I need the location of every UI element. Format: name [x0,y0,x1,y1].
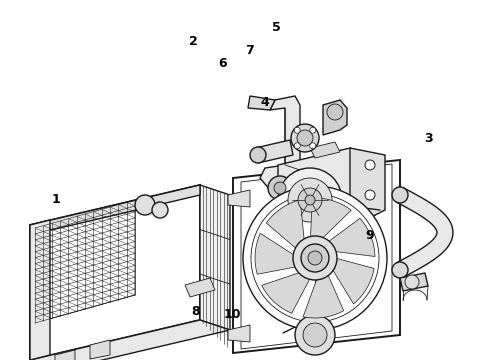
Text: 2: 2 [189,35,198,48]
Circle shape [152,202,168,218]
Polygon shape [260,96,310,195]
Polygon shape [55,350,75,360]
Circle shape [405,275,419,289]
Text: 6: 6 [219,57,227,69]
Polygon shape [327,218,375,257]
Circle shape [251,194,379,322]
Circle shape [327,104,343,120]
Circle shape [310,143,316,149]
Circle shape [135,195,155,215]
Polygon shape [90,340,110,359]
Polygon shape [30,185,200,235]
Polygon shape [350,148,385,228]
Text: 7: 7 [245,44,254,57]
Circle shape [291,124,319,152]
Circle shape [268,176,292,200]
Polygon shape [30,320,230,360]
Polygon shape [278,148,375,245]
Text: 9: 9 [366,229,374,242]
Polygon shape [35,200,135,323]
Polygon shape [30,220,50,360]
Text: 4: 4 [260,96,269,109]
Circle shape [308,251,322,265]
Polygon shape [323,100,347,135]
Circle shape [298,188,322,212]
Text: 5: 5 [272,21,281,33]
Polygon shape [255,140,293,163]
Circle shape [243,186,387,330]
Polygon shape [228,325,250,342]
Circle shape [288,178,332,222]
Polygon shape [30,185,200,360]
Circle shape [392,187,408,203]
Polygon shape [311,198,351,239]
Circle shape [294,143,300,149]
Text: 10: 10 [224,309,242,321]
Circle shape [295,315,335,355]
Circle shape [303,323,327,347]
Polygon shape [248,96,275,110]
Circle shape [310,127,316,133]
Circle shape [365,190,375,200]
Polygon shape [255,233,297,274]
Circle shape [365,160,375,170]
Polygon shape [303,274,343,318]
Text: 8: 8 [192,305,200,318]
Polygon shape [400,273,428,291]
Circle shape [301,244,329,272]
Polygon shape [241,164,392,349]
Circle shape [250,147,266,163]
Polygon shape [233,160,400,353]
Circle shape [297,130,313,146]
Polygon shape [310,142,340,158]
Polygon shape [185,278,215,297]
Circle shape [274,182,286,194]
Circle shape [294,127,300,133]
Text: 1: 1 [52,193,61,206]
Polygon shape [396,188,453,277]
Polygon shape [262,272,311,313]
Polygon shape [332,258,374,304]
Circle shape [305,195,315,205]
Text: 3: 3 [424,132,433,145]
Polygon shape [266,200,304,249]
Polygon shape [200,185,230,330]
Circle shape [392,262,408,278]
Circle shape [293,236,337,280]
Polygon shape [228,190,250,207]
Circle shape [278,168,342,232]
